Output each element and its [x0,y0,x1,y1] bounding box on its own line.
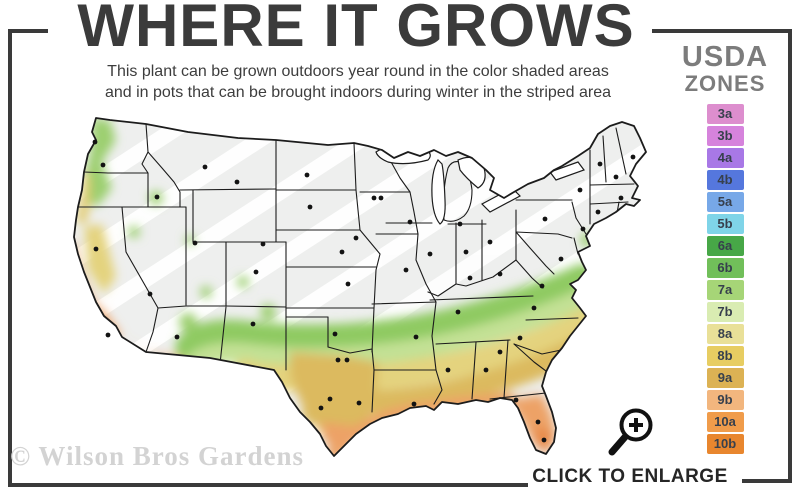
legend-title-zones: ZONES [684,71,766,96]
zone-chip-7b: 7b [706,302,744,322]
click-to-enlarge-label[interactable]: CLICK TO ENLARGE [532,466,728,487]
legend-title-usda: USDA [681,41,769,73]
zone-list: 3a 3b 4a 4b 5a 5b 6a 6b 7a 7b 8a 8b 9a 9b 10a 10b [676,104,774,454]
subtitle-line-1: This plant can be grown outdoors year ro… [107,63,609,80]
us-zone-map[interactable] [38,112,660,466]
city-dots [92,139,636,443]
frame-right [788,29,792,483]
us-outline [73,117,647,457]
zone-chip-5a: 5a [706,192,744,212]
frame-bottom-left [8,483,528,487]
frame-top-right [652,29,792,33]
frame-left [8,29,12,487]
zone-chip-3b: 3b [706,126,744,146]
zone-chip-4b: 4b [706,170,744,190]
zone-chip-10b: 10b [706,434,744,454]
zone-chip-9b: 9b [706,390,744,410]
frame-bottom-right [742,479,792,483]
zone-chip-4a: 4a [706,148,744,168]
click-to-enlarge[interactable]: CLICK TO ENLARGE [500,404,760,488]
zone-chip-8a: 8a [706,324,744,344]
zone-chip-3a: 3a [706,104,744,124]
zone-chip-10a: 10a [706,412,744,432]
zone-chip-5b: 5b [706,214,744,234]
magnifier-plus-icon[interactable] [602,404,658,460]
page-title: WHERE IT GROWS [77,0,635,59]
frame-top-left [8,29,48,33]
zone-chip-6b: 6b [706,258,744,278]
subtitle-line-2: and in pots that can be brought indoors … [104,84,612,101]
zone-chip-8b: 8b [706,346,744,366]
zone-chip-7a: 7a [706,280,744,300]
zone-chip-6a: 6a [706,236,744,256]
watermark: © Wilson Bros Gardens [10,441,304,471]
zone-chip-9a: 9a [706,368,744,388]
subtitle: This plant can be grown outdoors year ro… [0,61,716,103]
state-borders [77,123,635,413]
zone-shading [74,118,601,456]
usda-zones-legend: USDA ZONES 3a 3b 4a 4b 5a 5b 6a 6b 7a 7b 8a 8b 9a 9b 1… [676,42,774,454]
